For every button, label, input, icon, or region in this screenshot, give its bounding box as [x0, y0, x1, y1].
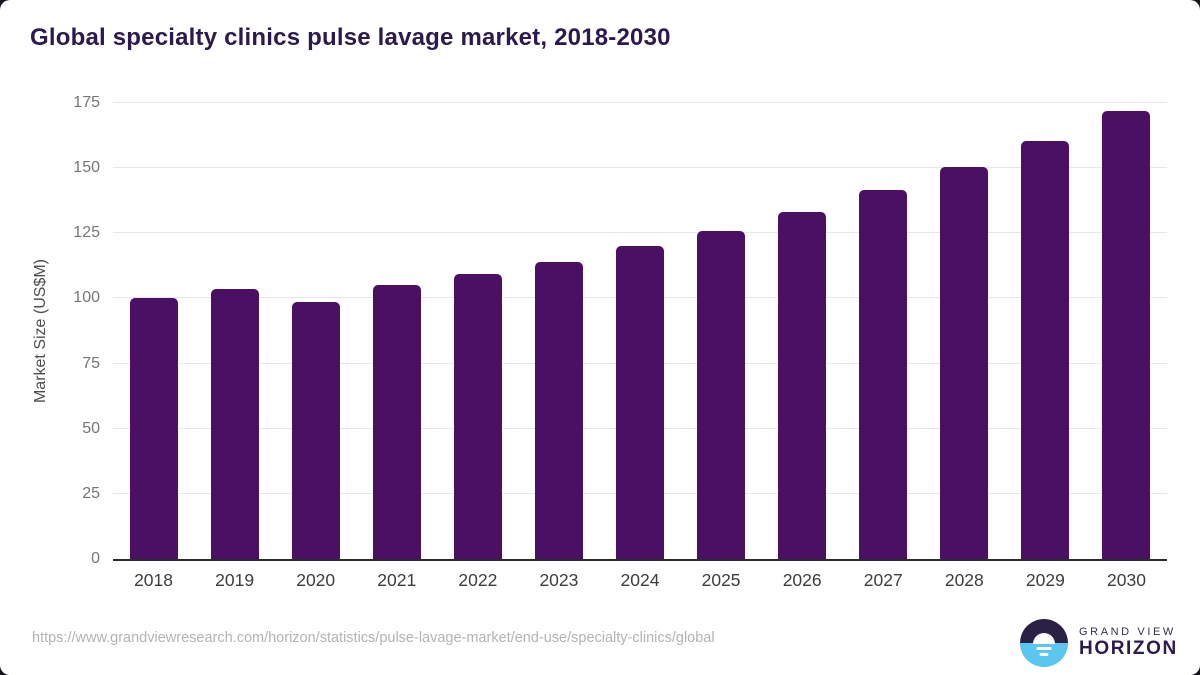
bar-slot — [356, 103, 437, 559]
y-tick-label: 125 — [73, 224, 100, 242]
bar-slot — [924, 103, 1005, 559]
x-tick-label: 2029 — [1025, 570, 1065, 590]
x-tick-label: 2022 — [458, 570, 498, 590]
bar-series — [113, 103, 1167, 559]
grand-view-horizon-logo: GRAND VIEW HORIZON — [1020, 619, 1178, 667]
sun-reflection-line — [1036, 646, 1052, 650]
bar-2019 — [210, 289, 259, 559]
bar-slot — [681, 103, 762, 559]
bar-slot — [1086, 103, 1167, 559]
bar-slot — [275, 103, 356, 559]
horizon-sun-icon — [1020, 619, 1068, 667]
bar-slot — [843, 103, 924, 559]
bar-slot — [518, 103, 599, 559]
bar-2028 — [940, 166, 989, 559]
x-tick-label: 2027 — [863, 570, 903, 590]
logo-product-name: HORIZON — [1079, 638, 1178, 660]
plot-area — [113, 102, 1167, 561]
y-axis-tick-labels: 0 25 50 75 100 125 150 175 — [0, 94, 100, 567]
gridline — [113, 167, 1167, 169]
x-tick-label: 2018 — [134, 570, 173, 590]
source-url: https://www.grandviewresearch.com/horizo… — [32, 630, 715, 646]
y-tick-label: 0 — [91, 550, 100, 567]
x-tick-label: 2025 — [701, 570, 741, 590]
bar-2023 — [534, 261, 583, 559]
sun-dome-shape — [1033, 633, 1055, 644]
y-tick-label: 100 — [73, 289, 100, 307]
bar-slot — [599, 103, 680, 559]
bar-slot — [762, 103, 843, 559]
bar-2020 — [291, 302, 340, 559]
bar-2021 — [372, 285, 421, 559]
bar-2029 — [1021, 140, 1070, 559]
bar-slot — [1005, 103, 1086, 559]
bar-2018 — [129, 298, 178, 559]
bar-slot — [113, 103, 194, 559]
chart-title: Global specialty clinics pulse lavage ma… — [30, 24, 671, 51]
gridline — [113, 102, 1167, 103]
bar-slot — [194, 103, 275, 559]
bar-2026 — [778, 212, 827, 559]
y-tick-label: 175 — [73, 94, 100, 111]
bar-2030 — [1102, 110, 1151, 559]
bar-2027 — [859, 190, 908, 559]
logo-text: GRAND VIEW HORIZON — [1079, 626, 1178, 660]
x-tick-label: 2021 — [377, 570, 417, 590]
bar-2025 — [697, 230, 746, 559]
gridline — [113, 232, 1167, 234]
y-tick-label: 25 — [82, 484, 100, 502]
bar-2022 — [453, 273, 502, 559]
bar-2024 — [616, 246, 664, 559]
x-tick-label: 2028 — [944, 570, 984, 590]
x-tick-label: 2020 — [296, 570, 336, 590]
x-axis-tick-labels: 2018 2019 2020 2021 2022 2023 2024 2025 2026 2027… — [113, 570, 1167, 591]
logo-brand-name: GRAND VIEW — [1079, 625, 1176, 638]
sun-reflection-line — [1039, 652, 1049, 656]
y-tick-label: 50 — [82, 419, 100, 437]
x-tick-label: 2030 — [1107, 570, 1146, 590]
x-tick-label: 2024 — [620, 570, 660, 590]
bar-slot — [437, 103, 518, 559]
x-tick-label: 2019 — [215, 570, 255, 590]
y-tick-label: 150 — [73, 159, 100, 177]
x-tick-label: 2023 — [539, 570, 579, 590]
y-tick-label: 75 — [82, 354, 100, 372]
x-tick-label: 2026 — [782, 570, 822, 590]
